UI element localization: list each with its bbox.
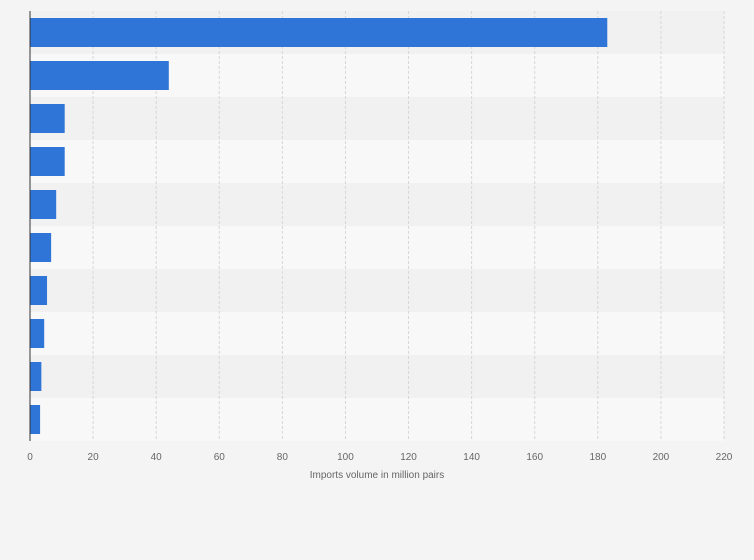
row-band [30, 269, 724, 312]
bar[interactable] [30, 61, 169, 90]
row-band [30, 312, 724, 355]
x-tick-label: 160 [526, 452, 543, 463]
bar[interactable] [30, 18, 608, 47]
bar[interactable] [30, 276, 48, 305]
x-axis-ticks: 0 20 40 60 80 100 120 140 160 180 200 220 [27, 452, 733, 463]
x-axis-title: Imports volume in million pairs [310, 470, 445, 481]
x-tick-label: 0 [27, 452, 33, 463]
row-bands [30, 11, 724, 441]
x-tick-label: 100 [337, 452, 354, 463]
bar[interactable] [30, 405, 41, 434]
row-band [30, 398, 724, 441]
x-tick-label: 20 [88, 452, 100, 463]
x-tick-label: 180 [589, 452, 606, 463]
row-band [30, 355, 724, 398]
x-tick-label: 200 [653, 452, 670, 463]
bar[interactable] [30, 104, 65, 133]
row-band [30, 140, 724, 183]
row-band [30, 183, 724, 226]
row-band [30, 97, 724, 140]
bar[interactable] [30, 233, 52, 262]
x-tick-label: 140 [463, 452, 480, 463]
bar[interactable] [30, 190, 57, 219]
bar[interactable] [30, 319, 45, 348]
bar[interactable] [30, 362, 42, 391]
x-tick-label: 220 [716, 452, 733, 463]
bars [30, 18, 608, 434]
bar[interactable] [30, 147, 65, 176]
x-tick-label: 80 [277, 452, 289, 463]
x-tick-label: 60 [214, 452, 226, 463]
x-tick-label: 120 [400, 452, 417, 463]
row-band [30, 226, 724, 269]
x-tick-label: 40 [151, 452, 163, 463]
